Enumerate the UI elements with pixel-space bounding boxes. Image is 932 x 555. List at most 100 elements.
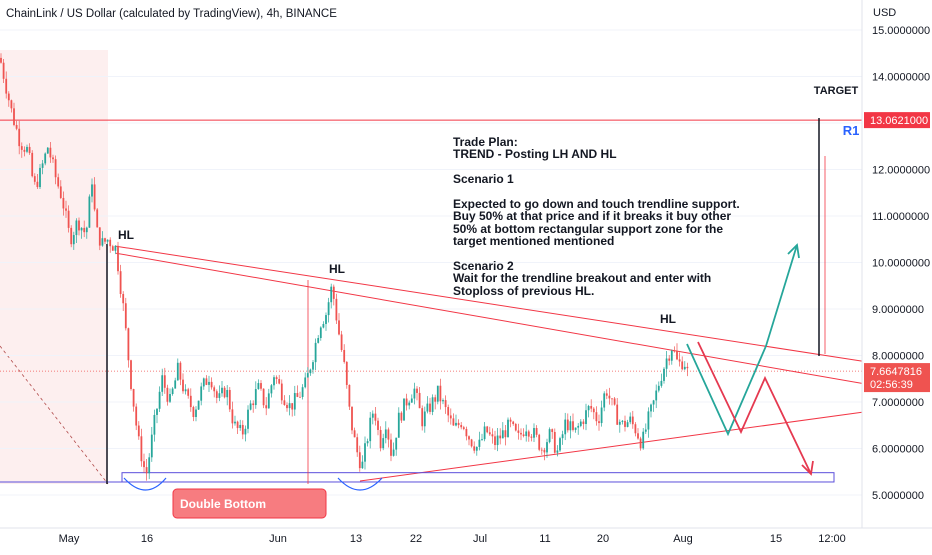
candle-body	[317, 338, 320, 343]
candle-body	[158, 391, 161, 409]
candle-body	[135, 406, 138, 426]
candle-body	[366, 441, 369, 444]
candle-body	[426, 403, 429, 412]
candle-body	[514, 424, 517, 431]
candle-body	[117, 245, 119, 272]
bullish-projection-arrow	[686, 244, 798, 437]
candle-body	[647, 411, 650, 430]
candle-body	[442, 400, 444, 402]
candle-body	[210, 381, 213, 388]
candle-body	[621, 420, 624, 422]
trade-plan-note[interactable]: Trade Plan: TREND - Posting LH AND HL Sc…	[453, 135, 740, 298]
candle-body	[75, 220, 78, 236]
candle-body	[59, 186, 62, 198]
candle-body	[491, 434, 494, 437]
countdown-badge-text: 02:56:39	[870, 379, 913, 391]
time-tick-label: 20	[597, 533, 609, 545]
candle-body	[483, 426, 486, 440]
candle-body	[686, 366, 689, 369]
candle-body	[247, 409, 249, 429]
time-axis[interactable]: May 16 Jun 13 22 Jul 11 20 Aug 15 12:00	[59, 533, 846, 545]
candle-body	[626, 422, 629, 427]
candle-body	[132, 389, 135, 407]
candle-body	[436, 385, 439, 402]
candle-body	[551, 429, 554, 432]
candle-body	[278, 379, 281, 384]
candle-body	[644, 429, 647, 432]
candle-body	[397, 412, 400, 438]
candle-body	[54, 159, 57, 178]
candle-body	[10, 100, 13, 109]
candle-body	[304, 377, 307, 388]
candle-body	[387, 429, 390, 440]
time-tick-label: 12:00	[818, 533, 846, 545]
trendline	[115, 245, 863, 362]
time-tick-label: Jun	[269, 533, 287, 545]
candle-body	[65, 208, 67, 211]
price-tick-label: 5.0000000	[872, 490, 924, 502]
candle-body	[683, 366, 686, 370]
symbol-title[interactable]: ChainLink / US Dollar (calculated by Tra…	[6, 8, 337, 20]
candle-body	[598, 421, 600, 424]
candle-body	[611, 398, 613, 400]
overlay-lines	[0, 118, 863, 484]
candle-body	[15, 124, 18, 129]
candle-body	[335, 298, 338, 321]
candle-body	[582, 421, 585, 425]
candle-body	[189, 395, 192, 408]
candle-body	[577, 425, 580, 428]
candle-body	[574, 427, 577, 430]
candle-body	[488, 432, 491, 435]
candle-body	[319, 327, 322, 339]
candle-body	[184, 389, 187, 392]
candle-body	[655, 390, 658, 401]
candle-body	[2, 62, 5, 79]
candle-body	[556, 450, 559, 453]
current-price-badge	[864, 363, 930, 393]
candle-body	[540, 449, 543, 451]
price-axis[interactable]: 15.000000014.000000013.000000012.0000000…	[864, 25, 930, 502]
candle-body	[23, 149, 26, 152]
candle-body	[478, 439, 481, 447]
candle-body	[314, 342, 317, 363]
candle-body	[496, 435, 499, 446]
candle-body	[566, 419, 569, 431]
candle-body	[234, 421, 236, 424]
candle-body	[109, 239, 112, 247]
candle-body	[182, 379, 184, 392]
candle-body	[522, 434, 525, 437]
pre-may-highlight	[0, 50, 108, 484]
candle-body	[585, 410, 587, 425]
candle-body	[202, 378, 205, 387]
candle-body	[44, 153, 47, 164]
candle-body	[260, 383, 262, 389]
candle-body	[395, 437, 398, 450]
candle-body	[390, 439, 392, 456]
current-price-badge-text: 7.6647816	[870, 366, 922, 378]
candle-body	[270, 385, 273, 394]
candle-body	[41, 163, 44, 168]
candle-body	[525, 431, 528, 437]
candle-body	[429, 403, 431, 412]
candle-body	[114, 245, 117, 251]
candle-body	[631, 416, 634, 425]
candle-body	[408, 402, 411, 406]
time-tick-label: May	[59, 533, 80, 545]
candle-body	[332, 286, 335, 299]
candle-body	[5, 78, 8, 94]
candle-body	[163, 375, 166, 388]
candle-body	[241, 424, 244, 435]
candle-body	[678, 359, 681, 362]
candle-body	[192, 407, 195, 418]
candle-body	[356, 437, 359, 453]
candle-body	[665, 358, 668, 369]
hl-label: HL	[329, 262, 345, 276]
double-bottom-label: Double Bottom	[180, 497, 266, 511]
candle-body	[364, 443, 366, 462]
candle-body	[176, 362, 179, 381]
candle-body	[660, 380, 663, 386]
candle-body	[291, 403, 294, 410]
candle-body	[564, 419, 567, 435]
